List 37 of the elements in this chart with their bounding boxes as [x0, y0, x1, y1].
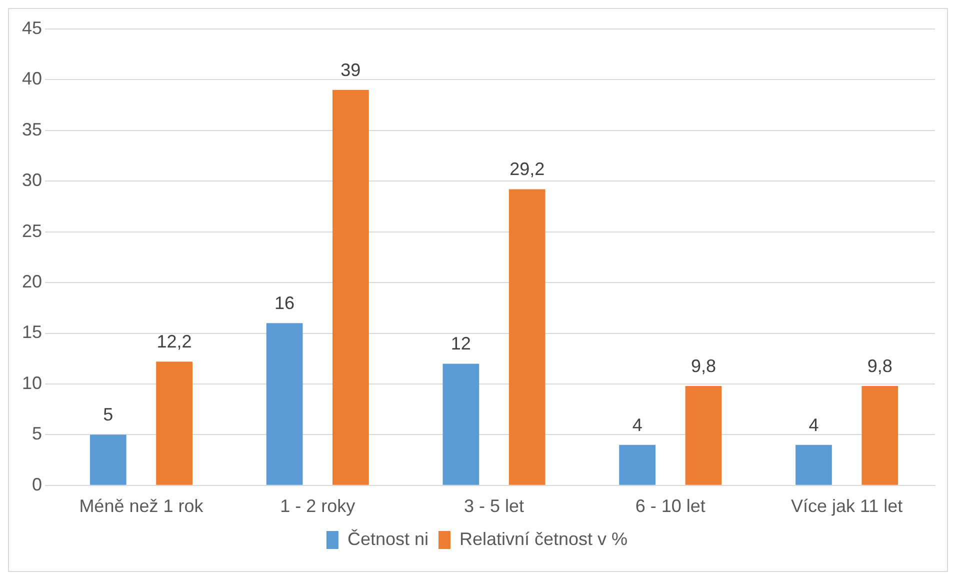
bar	[156, 362, 192, 485]
x-tick-label: 1 - 2 roky	[280, 496, 356, 516]
y-tick-label: 40	[22, 68, 42, 89]
bar	[332, 90, 369, 485]
data-label: 16	[274, 293, 295, 314]
y-tick-label: 0	[32, 474, 42, 494]
bar	[442, 364, 480, 485]
y-tick-label: 25	[22, 220, 42, 241]
data-label: 4	[632, 414, 642, 435]
x-tick-label: Více jak 11 let	[790, 496, 903, 516]
y-tick-label: 35	[22, 119, 42, 140]
data-label: 4	[808, 414, 819, 435]
data-label: 9,8	[690, 356, 716, 376]
legend-label: Relativní četnost v %	[459, 528, 628, 549]
y-tick-label: 10	[22, 372, 42, 393]
data-label: 9,8	[867, 356, 892, 376]
x-tick-label: 3 - 5 let	[464, 496, 524, 516]
bar	[90, 434, 126, 485]
y-tick-label: 15	[22, 322, 42, 342]
data-label: 12	[450, 334, 471, 354]
legend-label: Četnost ni	[347, 528, 428, 549]
bar	[796, 444, 832, 485]
y-tick-label: 20	[22, 272, 42, 292]
bar	[266, 323, 303, 485]
bar	[862, 386, 898, 485]
x-tick-label: Méně než 1 rok	[79, 496, 204, 516]
data-label: 5	[103, 404, 114, 425]
bar	[508, 189, 546, 485]
y-tick-label: 45	[22, 18, 42, 38]
data-label: 39	[340, 60, 361, 80]
y-tick-label: 5	[32, 424, 42, 444]
bar	[619, 444, 656, 485]
y-tick-label: 30	[22, 170, 42, 190]
data-label: 29,2	[510, 159, 545, 180]
data-label: 12,2	[156, 332, 192, 352]
x-tick-label: 6 - 10 let	[635, 496, 706, 516]
bar	[685, 386, 722, 485]
